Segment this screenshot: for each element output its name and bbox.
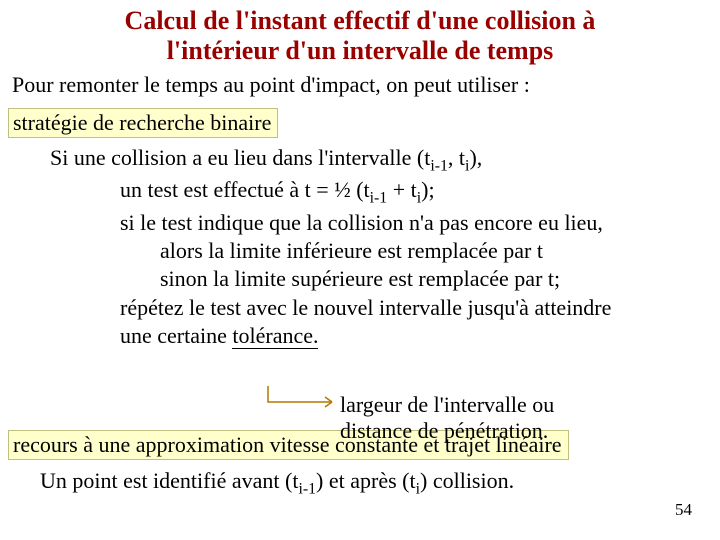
slide-title: Calcul de l'instant effectif d'une colli…: [0, 0, 720, 70]
tolerance-word: tolérance.: [232, 323, 318, 349]
line-3: si le test indique que la collision n'a …: [120, 209, 680, 237]
line-5: sinon la limite supérieure est remplacée…: [160, 265, 680, 293]
algorithm-body: Si une collision a eu lieu dans l'interv…: [0, 142, 720, 350]
line-1: Si une collision a eu lieu dans l'interv…: [50, 144, 680, 177]
line-7: une certaine tolérance.: [120, 322, 680, 350]
title-line-2: l'intérieur d'un intervalle de temps: [167, 36, 554, 65]
line-2: un test est effectué à t = ½ (ti-1 + ti)…: [120, 176, 680, 209]
bottom-line: Un point est identifié avant (ti-1) et a…: [0, 464, 720, 498]
page-number: 54: [675, 500, 692, 520]
arrow-icon: [228, 384, 348, 420]
line-4: alors la limite inférieure est remplacée…: [160, 237, 680, 265]
strategy-highlight: stratégie de recherche binaire: [8, 108, 278, 138]
title-line-1: Calcul de l'instant effectif d'une colli…: [125, 6, 596, 35]
tolerance-explain: largeur de l'intervalle ou distance de p…: [340, 392, 554, 445]
line-6: répétez le test avec le nouvel intervall…: [120, 294, 680, 322]
intro-text: Pour remonter le temps au point d'impact…: [0, 70, 720, 104]
